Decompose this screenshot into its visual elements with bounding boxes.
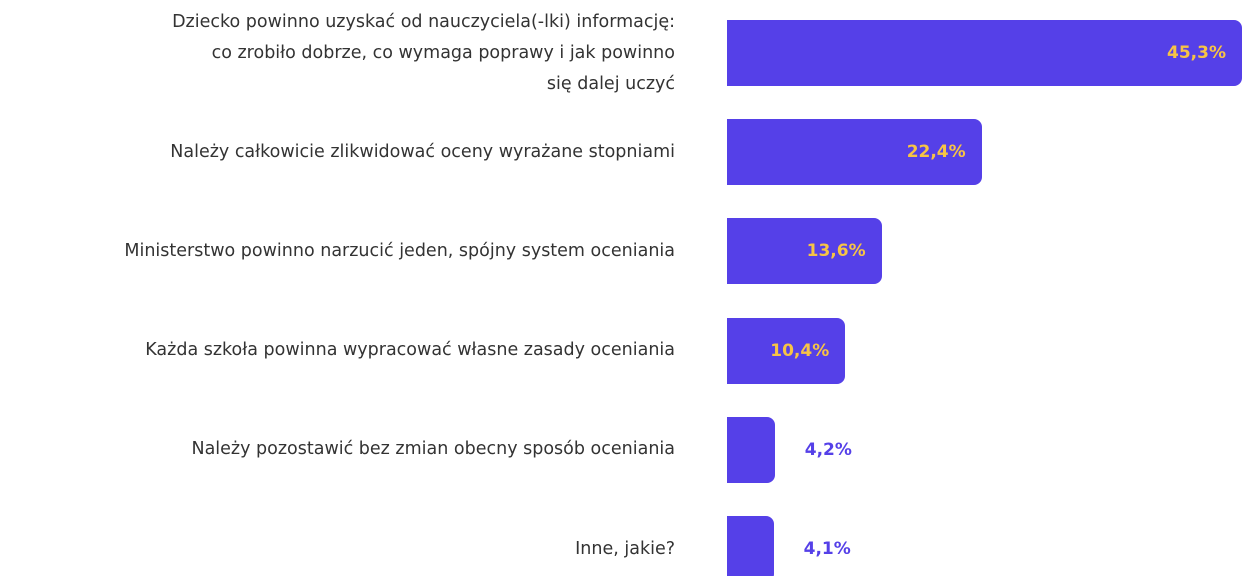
value-label: 22,4% [906,142,966,163]
bar [727,119,982,186]
category-label: Dziecko powinno uzyskać od nauczyciela(-… [172,11,675,94]
category-label: Należy całkowicie zlikwidować oceny wyra… [170,141,675,162]
bar [727,416,775,483]
value-label: 4,1% [803,539,851,559]
value-label: 4,2% [804,439,852,460]
value-label: 10,4% [770,340,830,361]
bar [727,317,846,384]
category-label: Ministerstwo powinno narzucić jeden, spó… [124,240,675,261]
bar [727,516,774,576]
value-label: 45,3% [1167,43,1226,63]
bar [727,20,1242,86]
category-label: Inne, jakie? [575,538,675,559]
bar [727,218,882,285]
category-label: Należy pozostawić bez zmian obecny sposó… [191,439,675,460]
category-label: Każda szkoła powinna wypracować własne z… [145,340,675,361]
value-label: 13,6% [806,241,866,262]
